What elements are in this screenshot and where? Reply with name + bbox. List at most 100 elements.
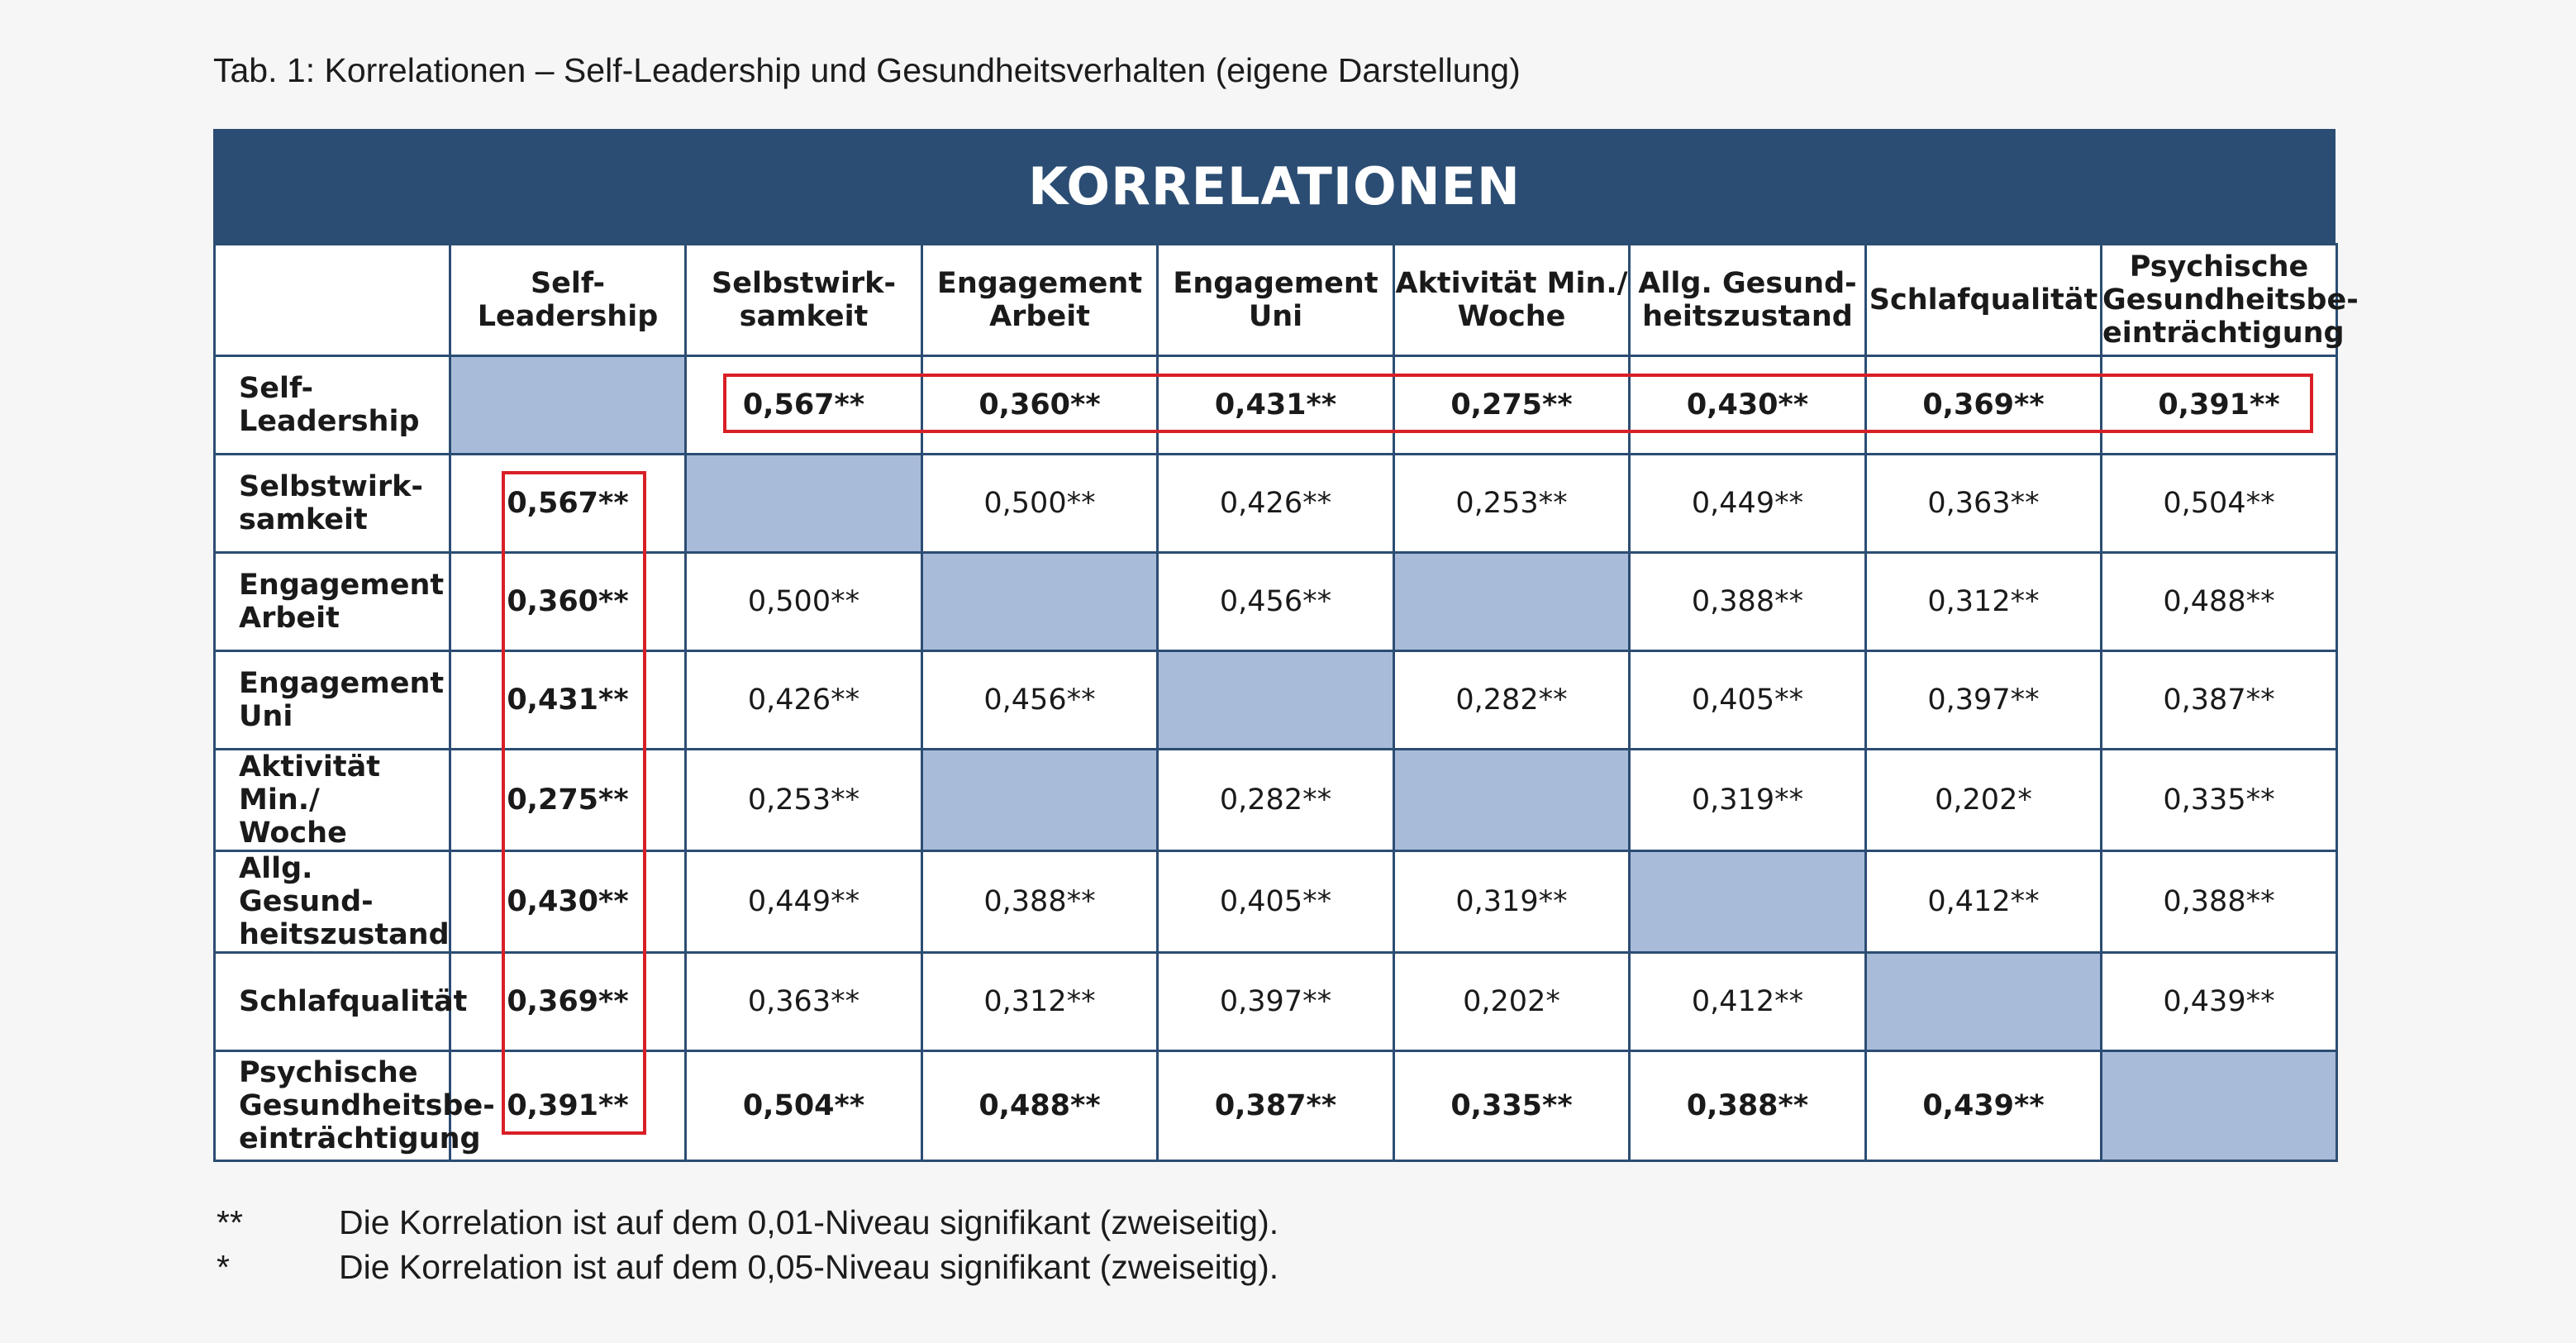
correlation-cell: 0,449** (684, 850, 923, 954)
footnote-row: ** Die Korrelation ist auf dem 0,01-Nive… (217, 1200, 1278, 1245)
table-row: Selbstwirk- samkeit 0,567** 0,500** 0,426**… (213, 453, 2338, 554)
column-header: Allg. Gesund- heitszustand (1628, 243, 1867, 357)
footnote-text: Die Korrelation ist auf dem 0,01-Niveau … (339, 1203, 1279, 1241)
correlation-cell: 0,202* (1864, 748, 2102, 852)
footnote-row: * Die Korrelation ist auf dem 0,05-Nivea… (217, 1245, 1278, 1289)
table-header-row: Self-Leadership Selbstwirk- samkeit Engage… (213, 243, 2359, 357)
table-row: Aktivität Min./ Woche 0,275** 0,253** 0,282… (213, 748, 2338, 852)
correlation-cell: 0,500** (684, 551, 923, 652)
correlation-cell: 0,312** (1864, 551, 2102, 652)
correlation-cell: 0,456** (1156, 551, 1395, 652)
column-header: Psychische Gesundheitsbe- einträchtigung (2100, 243, 2359, 357)
correlation-cell: 0,430** (1628, 355, 1867, 455)
column-header: Self-Leadership (449, 243, 687, 357)
correlation-cell: 0,388** (1628, 551, 1867, 652)
correlation-cell: 0,391** (2100, 355, 2338, 455)
correlation-cell: 0,363** (684, 951, 923, 1052)
shaded-cell (1864, 951, 2102, 1052)
corner-cell (213, 243, 451, 357)
correlation-cell: 0,504** (2100, 453, 2338, 554)
correlation-cell: 0,426** (684, 650, 923, 750)
column-header: Selbstwirk- samkeit (684, 243, 923, 357)
correlation-cell: 0,456** (921, 650, 1159, 750)
correlation-cell: 0,387** (1156, 1050, 1395, 1162)
correlation-cell: 0,488** (2100, 551, 2338, 652)
row-header: Engagement Uni (213, 650, 451, 750)
shaded-cell (1156, 650, 1395, 750)
correlation-table: Self-Leadership Selbstwirk- samkeit Engage… (213, 243, 2359, 1162)
correlation-cell: 0,275** (1393, 355, 1631, 455)
column-header: Schlafqualität (1864, 243, 2102, 357)
column-header: Aktivität Min./ Woche (1393, 243, 1631, 357)
correlation-cell: 0,412** (1864, 850, 2102, 954)
shaded-cell (2100, 1050, 2338, 1162)
correlation-cell: 0,319** (1393, 850, 1631, 954)
correlation-cell: 0,335** (1393, 1050, 1631, 1162)
table-caption: Tab. 1: Korrelationen – Self-Leadership … (213, 51, 1521, 89)
correlation-cell: 0,431** (449, 650, 687, 750)
table-row: Engagement Uni 0,431** 0,426** 0,456** 0,282… (213, 650, 2338, 750)
shaded-cell (1628, 850, 1867, 954)
column-header: Engagement Arbeit (921, 243, 1159, 357)
shaded-cell (449, 355, 687, 455)
correlation-cell: 0,500** (921, 453, 1159, 554)
footnotes: ** Die Korrelation ist auf dem 0,01-Nive… (217, 1200, 1278, 1289)
row-header: Engagement Arbeit (213, 551, 451, 652)
correlation-cell: 0,387** (2100, 650, 2338, 750)
row-header: Aktivität Min./ Woche (213, 748, 451, 852)
correlation-cell: 0,363** (1864, 453, 2102, 554)
shaded-cell (921, 551, 1159, 652)
correlation-cell: 0,319** (1628, 748, 1867, 852)
correlation-cell: 0,397** (1864, 650, 2102, 750)
correlation-cell: 0,439** (1864, 1050, 2102, 1162)
correlation-cell: 0,388** (1628, 1050, 1867, 1162)
shaded-cell (921, 748, 1159, 852)
footnote-mark: * (217, 1247, 230, 1286)
correlation-cell: 0,388** (921, 850, 1159, 954)
row-header: Self-Leadership (213, 355, 451, 455)
row-header: Selbstwirk- samkeit (213, 453, 451, 554)
correlation-cell: 0,449** (1628, 453, 1867, 554)
correlation-cell: 0,488** (921, 1050, 1159, 1162)
correlation-cell: 0,567** (449, 453, 687, 554)
table-row: Schlafqualität 0,369** 0,363** 0,312** 0,397… (213, 951, 2338, 1052)
row-header: Psychische Gesundheitsbe- einträchtigung (213, 1050, 495, 1162)
shaded-cell (684, 453, 923, 554)
footnote-text: Die Korrelation ist auf dem 0,05-Niveau … (339, 1247, 1279, 1286)
correlation-cell: 0,412** (1628, 951, 1867, 1052)
correlation-cell: 0,439** (2100, 951, 2338, 1052)
table-row: Allg. Gesund- heitszustand 0,430** 0,449**… (213, 850, 2338, 954)
shaded-cell (1393, 551, 1631, 652)
correlation-cell: 0,405** (1156, 850, 1395, 954)
row-header: Schlafqualität (213, 951, 467, 1052)
correlation-cell: 0,430** (449, 850, 687, 954)
correlation-cell: 0,312** (921, 951, 1159, 1052)
correlation-cell: 0,282** (1393, 650, 1631, 750)
table-row: Engagement Arbeit 0,360** 0,500** 0,456** 0,… (213, 551, 2338, 652)
table-title-banner: KORRELATIONEN (213, 129, 2336, 243)
correlation-cell: 0,431** (1156, 355, 1395, 455)
table-row: Self-Leadership 0,567** 0,360** 0,431** 0,27… (213, 355, 2338, 455)
correlation-cell: 0,275** (449, 748, 687, 852)
correlation-cell: 0,567** (684, 355, 923, 455)
correlation-cell: 0,391** (449, 1050, 687, 1162)
correlation-cell: 0,397** (1156, 951, 1395, 1052)
correlation-cell: 0,388** (2100, 850, 2338, 954)
table-row: Psychische Gesundheitsbe- einträchtigung… (213, 1050, 2338, 1162)
correlation-cell: 0,282** (1156, 748, 1395, 852)
correlation-cell: 0,360** (449, 551, 687, 652)
shaded-cell (1393, 748, 1631, 852)
correlation-cell: 0,369** (449, 951, 687, 1052)
correlation-cell: 0,405** (1628, 650, 1867, 750)
correlation-cell: 0,253** (1393, 453, 1631, 554)
footnote-mark: ** (217, 1203, 243, 1241)
correlation-cell: 0,426** (1156, 453, 1395, 554)
correlation-cell: 0,369** (1864, 355, 2102, 455)
correlation-cell: 0,253** (684, 748, 923, 852)
column-header: Engagement Uni (1156, 243, 1395, 357)
correlation-cell: 0,202* (1393, 951, 1631, 1052)
correlation-cell: 0,335** (2100, 748, 2338, 852)
row-header: Allg. Gesund- heitszustand (213, 850, 451, 954)
correlation-cell: 0,504** (684, 1050, 923, 1162)
correlation-cell: 0,360** (921, 355, 1159, 455)
